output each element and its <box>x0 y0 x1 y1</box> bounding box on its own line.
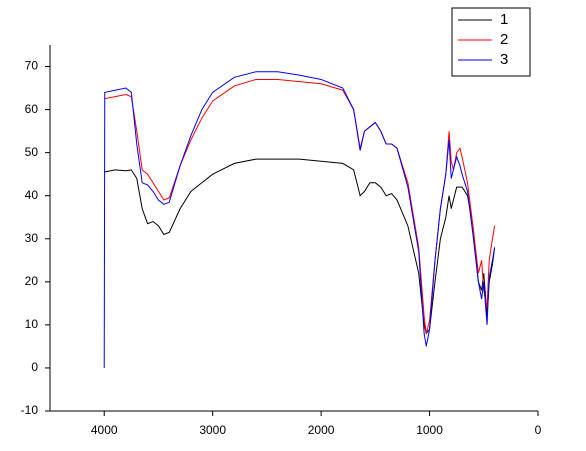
x-tick-label: 3000 <box>199 423 226 437</box>
legend-label: 3 <box>500 51 508 68</box>
series-line <box>104 158 496 335</box>
legend-box <box>451 7 531 77</box>
y-tick-label: 70 <box>25 59 39 73</box>
legend-label: 2 <box>500 31 508 48</box>
x-tick-label: 4000 <box>91 423 118 437</box>
y-tick-label: 0 <box>31 360 38 374</box>
legend-label: 1 <box>500 11 508 28</box>
y-tick-label: 30 <box>25 231 39 245</box>
x-tick-label: 0 <box>535 423 542 437</box>
series-line <box>103 71 496 368</box>
y-tick-label: 10 <box>25 317 39 331</box>
x-tick-label: 2000 <box>308 423 335 437</box>
y-tick-label: -10 <box>21 403 39 417</box>
x-tick-label: 1000 <box>416 423 443 437</box>
y-tick-label: 20 <box>25 274 39 288</box>
y-tick-label: 60 <box>25 102 39 116</box>
y-tick-label: 40 <box>25 188 39 202</box>
series-line <box>104 78 496 334</box>
y-tick-label: 50 <box>25 145 39 159</box>
